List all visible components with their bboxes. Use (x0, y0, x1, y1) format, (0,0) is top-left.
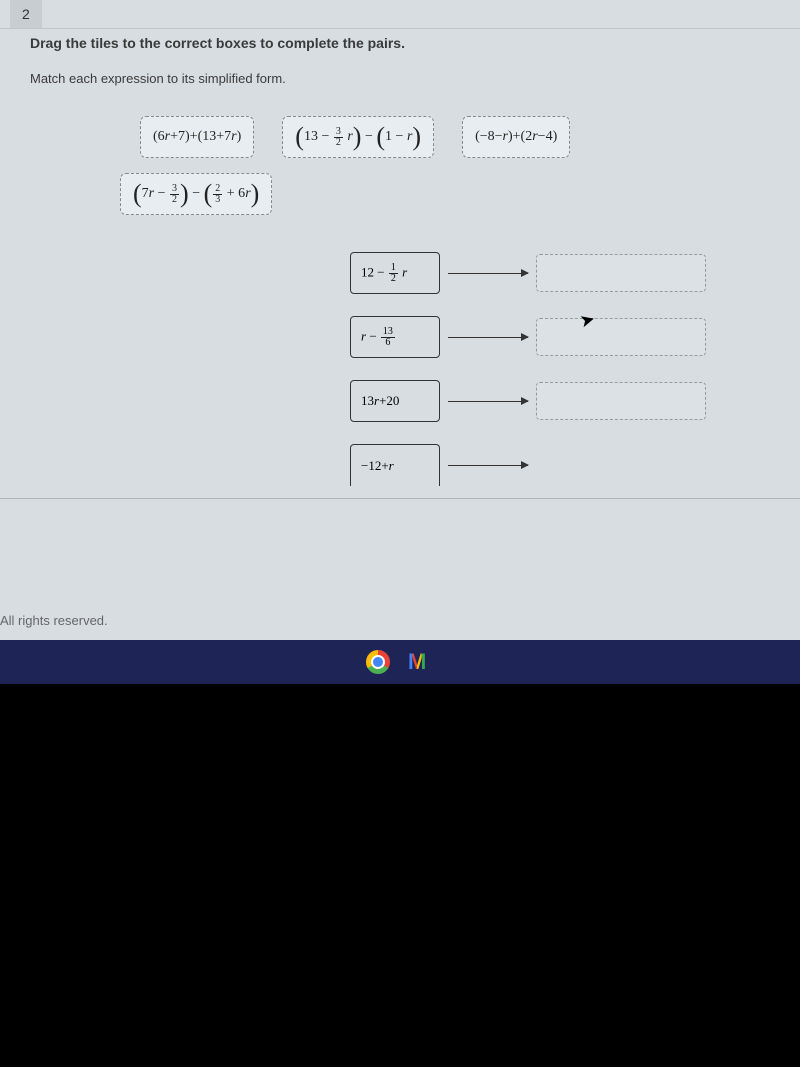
taskbar: M (0, 640, 800, 684)
match-row: −12+r (350, 442, 780, 488)
screen-area: 2 Drag the tiles to the correct boxes to… (0, 0, 800, 640)
match-row: 13r+20 (350, 378, 780, 424)
arrow-icon (448, 401, 528, 402)
answer-box-3: 13r+20 (350, 380, 440, 422)
arrow-icon (448, 273, 528, 274)
tiles-row-1: (6r+7)+(13+7r) (13 − 32 r) − (1 − r) (−8… (140, 116, 780, 158)
tile-expression-1[interactable]: (6r+7)+(13+7r) (140, 116, 254, 158)
tile-expression-4[interactable]: (7r − 32) − (23 + 6r) (120, 173, 272, 215)
drop-target-2[interactable] (536, 318, 706, 356)
sub-instruction-text: Match each expression to its simplified … (30, 71, 780, 86)
tile-expression-3[interactable]: (−8−r)+(2r−4) (462, 116, 570, 158)
question-number: 2 (10, 0, 42, 28)
match-row: r − 136 (350, 314, 780, 360)
tile-expression-2[interactable]: (13 − 32 r) − (1 − r) (282, 116, 434, 158)
tiles-row-2: (7r − 32) − (23 + 6r) (120, 173, 780, 215)
arrow-icon (448, 465, 528, 466)
chrome-icon[interactable] (366, 650, 390, 674)
arrow-icon (448, 337, 528, 338)
drop-target-3[interactable] (536, 382, 706, 420)
divider (0, 28, 800, 29)
match-row: 12 − 12 r (350, 250, 780, 296)
footer-text: All rights reserved. (0, 613, 108, 628)
drop-target-1[interactable] (536, 254, 706, 292)
gmail-icon[interactable]: M (408, 652, 434, 672)
answer-box-1: 12 − 12 r (350, 252, 440, 294)
question-content: Drag the tiles to the correct boxes to c… (0, 0, 800, 499)
answer-box-2: r − 136 (350, 316, 440, 358)
answer-box-4: −12+r (350, 444, 440, 486)
instruction-text: Drag the tiles to the correct boxes to c… (30, 35, 780, 51)
matching-area: 12 − 12 r r − 136 13r+20 (350, 250, 780, 488)
